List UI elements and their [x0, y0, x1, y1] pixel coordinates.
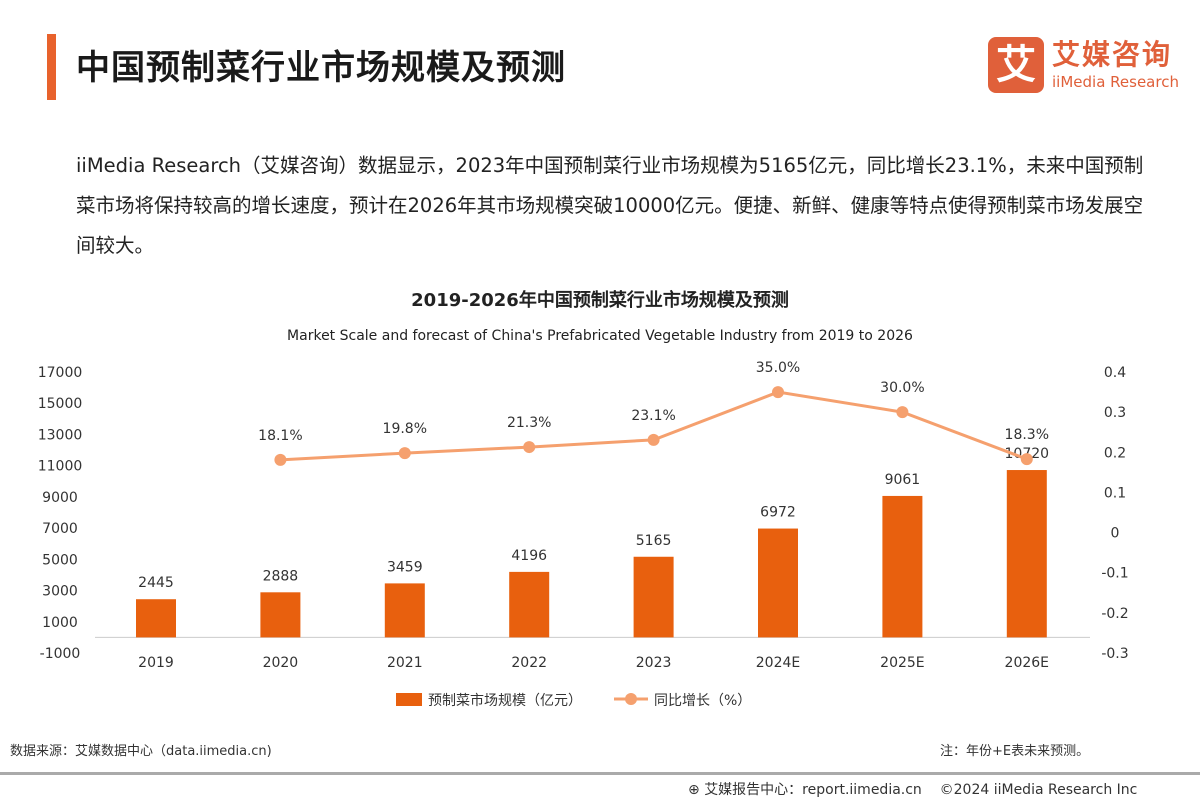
copyright: ©2024 iiMedia Research Inc [939, 782, 1138, 798]
growth-point [647, 433, 660, 446]
left-tick-label: 1000 [42, 615, 78, 631]
bar-value-label: 4196 [511, 548, 547, 564]
growth-label: 19.8% [383, 421, 427, 437]
legend-bar-swatch [396, 693, 422, 706]
left-tick-label: 13000 [38, 427, 83, 443]
bar-value-label: 3459 [387, 559, 423, 575]
growth-label: 35.0% [756, 360, 800, 376]
x-tick-label: 2022 [511, 655, 547, 671]
left-tick-label: 7000 [42, 521, 78, 537]
x-tick-label: 2019 [138, 655, 174, 671]
growth-point [398, 447, 411, 460]
left-tick-label: 11000 [38, 459, 83, 475]
bar [384, 583, 425, 638]
bar [882, 495, 923, 638]
left-tick-label: 17000 [38, 365, 83, 381]
logo-cn: 艾媒咨询 [1052, 38, 1173, 71]
right-tick-label: 0.4 [1104, 365, 1126, 381]
x-tick-label: 2021 [387, 655, 423, 671]
growth-label: 18.3% [1005, 427, 1049, 443]
x-tick-label: 2020 [263, 655, 299, 671]
bar-value-label: 6972 [760, 505, 796, 521]
title-accent-bar [47, 34, 56, 100]
logo-en: iiMedia Research [1052, 73, 1179, 91]
bar [633, 556, 674, 638]
legend-line-marker [625, 693, 637, 705]
data-source: 数据来源：艾媒数据中心（data.iimedia.cn) [10, 744, 272, 759]
page-title: 中国预制菜行业市场规模及预测 [76, 48, 566, 88]
left-tick-label: 3000 [42, 584, 78, 600]
footer-divider [0, 772, 1200, 775]
bar-value-label: 2888 [263, 568, 299, 584]
legend-line-label: 同比增长（%） [654, 693, 751, 709]
report-link[interactable]: 艾媒报告中心：report.iimedia.cn [704, 782, 922, 798]
right-tick-label: 0.2 [1104, 445, 1126, 461]
left-tick-label: 15000 [38, 396, 83, 412]
right-tick-label: -0.2 [1101, 606, 1128, 622]
growth-point [274, 453, 287, 466]
right-tick-label: -0.1 [1101, 566, 1128, 582]
bar-value-label: 2445 [138, 575, 174, 591]
bar [1006, 470, 1047, 638]
bar [260, 592, 301, 638]
left-tick-label: -1000 [40, 646, 81, 662]
right-tick-label: 0.3 [1104, 405, 1126, 421]
logo: 艾 艾媒咨询 iiMedia Research [988, 33, 1188, 97]
right-tick-label: -0.3 [1101, 646, 1128, 662]
growth-label: 30.0% [880, 380, 924, 396]
growth-label: 23.1% [631, 408, 675, 424]
bar-value-label: 5165 [636, 533, 672, 549]
footer-credits: ⊕ 艾媒报告中心：report.iimedia.cn ©2024 iiMedia… [688, 779, 1137, 799]
summary-paragraph: iiMedia Research（艾媒咨询）数据显示，2023年中国预制菜行业市… [76, 154, 1144, 257]
bar [509, 571, 550, 638]
x-tick-label: 2025E [880, 655, 924, 671]
legend-bar-label: 预制菜市场规模（亿元） [428, 692, 582, 709]
left-tick-label: 9000 [42, 490, 78, 506]
growth-label: 21.3% [507, 415, 551, 431]
chart-title: 2019-2026年中国预制菜行业市场规模及预测 [411, 289, 789, 311]
right-tick-label: 0.1 [1104, 485, 1126, 501]
left-tick-label: 5000 [42, 552, 78, 568]
bar [136, 599, 176, 638]
growth-point [1020, 453, 1033, 466]
x-tick-label: 2024E [756, 655, 800, 671]
right-tick-label: 0 [1111, 526, 1120, 542]
chart-subtitle: Market Scale and forecast of China's Pre… [287, 328, 913, 344]
x-tick-label: 2026E [1005, 655, 1049, 671]
growth-label: 18.1% [258, 428, 302, 444]
x-tick-label: 2023 [636, 655, 672, 671]
globe-icon: ⊕ [688, 782, 705, 798]
growth-point [523, 441, 536, 454]
growth-point [772, 386, 784, 399]
bar [758, 528, 798, 638]
growth-point [896, 406, 909, 419]
note: 注：年份+E表未来预测。 [940, 744, 1090, 759]
bar-value-label: 9061 [885, 472, 921, 488]
logo-mark: 艾 [988, 37, 1044, 93]
